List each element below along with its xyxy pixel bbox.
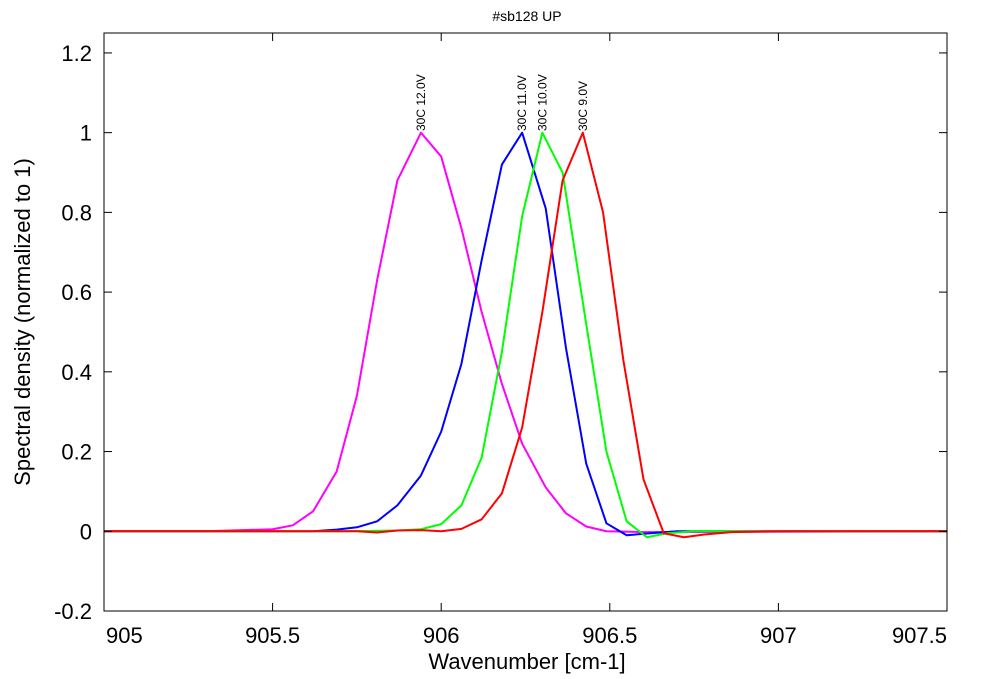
y-tick-label: 0.8	[61, 200, 92, 225]
series-line	[104, 131, 947, 537]
x-tick-label: 905	[106, 623, 143, 648]
y-tick-label: 0.4	[61, 360, 92, 385]
x-axis-label: Wavenumber [cm-1]	[428, 649, 625, 674]
y-tick-label: 1.2	[61, 41, 92, 66]
y-tick-label: 0.2	[61, 440, 92, 465]
x-tick-label: 907.5	[892, 623, 947, 648]
plot-frame	[103, 32, 948, 612]
chart-title: #sb128 UP	[492, 8, 561, 24]
y-axis-label: Spectral density (normalized to 1)	[10, 158, 35, 486]
series-label: 30C 12.0V	[414, 74, 428, 131]
axes: 905 905.5 906 906.5 907 907.5 -0.2 0 0.2 0.4 0.6 0.…	[54, 33, 948, 648]
x-tick-label: 906	[423, 623, 460, 648]
plot-area: 30C 12.0V 30C 11.0V 30C 10.0V 30C 9.0V	[104, 74, 948, 539]
series-label: 30C 10.0V	[535, 74, 549, 131]
series-line	[104, 131, 948, 534]
y-tick-label: 0.6	[61, 280, 92, 305]
y-tick-label: -0.2	[54, 599, 92, 624]
series-label: 30C 11.0V	[515, 75, 529, 131]
x-tick-label: 906.5	[582, 623, 637, 648]
series-label: 30C 9.0V	[576, 81, 590, 131]
x-tick-label: 905.5	[245, 623, 300, 648]
series-line	[104, 131, 947, 539]
x-tick-label: 907	[760, 623, 797, 648]
y-tick-label: 1	[80, 121, 92, 146]
y-tick-label: 0	[80, 519, 92, 544]
series-line	[104, 131, 947, 539]
